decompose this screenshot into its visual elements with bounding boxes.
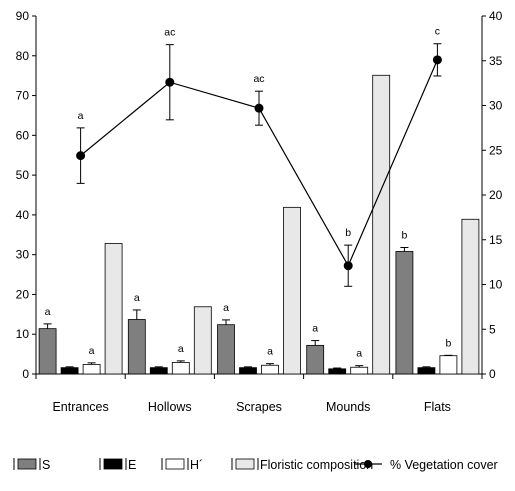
significance-label: ac: [253, 73, 264, 85]
significance-label: ac: [164, 27, 175, 39]
left-tick-label: 30: [16, 248, 30, 262]
right-tick-label: 25: [489, 143, 503, 157]
category-label: Scrapes: [236, 400, 282, 414]
legend-label: Floristic composition: [260, 458, 373, 472]
left-tick-label: 50: [16, 168, 30, 182]
significance-label: a: [178, 343, 184, 355]
legend-swatch: [103, 458, 123, 470]
bar: [60, 367, 79, 375]
category-label: Flats: [424, 400, 451, 414]
bar: [239, 367, 257, 375]
bar: [82, 364, 101, 375]
right-tick-label: 40: [489, 9, 503, 23]
legend-swatch: [165, 458, 185, 470]
category-label: Hollows: [148, 400, 192, 414]
significance-labels: a a a a b a a a a b a ac ac b c: [45, 26, 452, 360]
bar: [171, 362, 190, 375]
significance-label: a: [223, 302, 229, 314]
significance-label: c: [435, 26, 440, 38]
legend-label: S: [42, 458, 50, 472]
right-tick-label: 0: [489, 367, 496, 381]
left-tick-label: 40: [16, 208, 30, 222]
bar: [328, 368, 347, 375]
significance-label: a: [89, 345, 95, 357]
bar: [283, 206, 301, 375]
significance-label: a: [267, 346, 273, 358]
bar: [193, 306, 212, 375]
category-label: Mounds: [326, 400, 370, 414]
right-tick-label: 5: [489, 322, 496, 336]
significance-label: b: [401, 230, 407, 242]
legend-swatch: [235, 458, 255, 470]
right-tick-label: 15: [489, 233, 503, 247]
legend-swatch: [17, 458, 37, 470]
significance-label: a: [312, 323, 318, 335]
significance-label: b: [445, 337, 451, 349]
bar: [306, 344, 325, 375]
bar: [104, 243, 123, 375]
bar: [439, 355, 458, 375]
right-tick-label: 20: [489, 188, 503, 202]
left-tick-label: 20: [16, 287, 30, 301]
bar: [350, 366, 369, 375]
significance-label: a: [45, 306, 51, 318]
bars: [38, 74, 480, 375]
line-point: [343, 261, 353, 271]
line-point: [254, 103, 264, 113]
line-point: [432, 55, 442, 65]
bar: [372, 74, 391, 375]
left-tick-label: 60: [16, 128, 30, 142]
line-point: [76, 151, 86, 161]
bar: [461, 218, 480, 375]
significance-label: a: [78, 110, 84, 122]
right-tick-label: 30: [489, 99, 503, 113]
bar: [149, 367, 168, 375]
left-tick-label: 90: [16, 9, 30, 23]
significance-label: b: [345, 227, 351, 239]
left-tick-label: 80: [16, 49, 30, 63]
bar: [38, 328, 57, 375]
bar: [127, 319, 146, 375]
right-tick-label: 10: [489, 278, 503, 292]
axes: 0 10 20 30 40 50 60 70 80 90 0 5 10 15 20 25 30 35 40 Entra…: [16, 9, 503, 414]
vegetation-cover-line: [76, 43, 442, 287]
legend-marker: [364, 460, 372, 468]
significance-label: a: [356, 348, 362, 360]
bar: [217, 324, 235, 375]
line-point: [165, 77, 175, 87]
left-tick-label: 10: [16, 327, 30, 341]
bar: [417, 367, 436, 375]
significance-label: a: [134, 292, 140, 304]
legend-label: H´: [190, 458, 203, 472]
left-tick-label: 0: [22, 367, 29, 381]
left-tick-label: 70: [16, 89, 30, 103]
bar: [261, 364, 279, 375]
right-tick-label: 35: [489, 54, 503, 68]
legend-label: % Vegetation cover: [390, 458, 498, 472]
legend: S E H´ Floristic composition % Vegetation co…: [13, 458, 498, 472]
legend-label: E: [128, 458, 136, 472]
category-label: Entrances: [52, 400, 108, 414]
bar: [395, 251, 414, 375]
